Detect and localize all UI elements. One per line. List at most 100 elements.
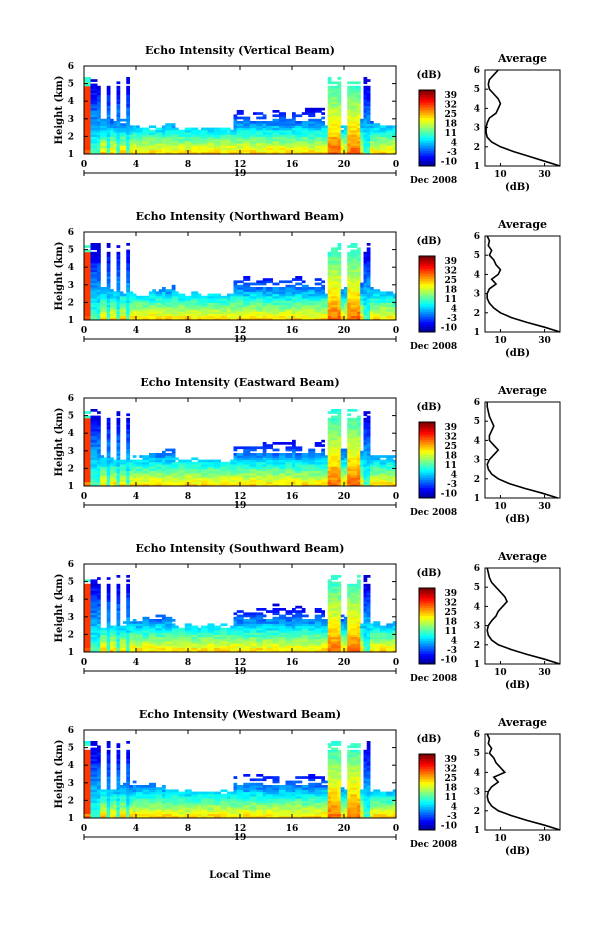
heatmap-cell: [331, 94, 335, 98]
heatmap-cell: [201, 140, 205, 144]
heatmap-cell: [97, 311, 101, 314]
heatmap-cell: [334, 114, 338, 118]
heatmap-cell: [327, 129, 332, 133]
heatmap-cell: [113, 466, 117, 469]
heatmap-cell: [331, 110, 335, 113]
heatmap-cell: [220, 134, 225, 137]
heatmap-cell: [331, 455, 335, 458]
heatmap-cell: [243, 313, 247, 317]
heatmap-cell: [246, 118, 251, 122]
heatmap-cell: [292, 450, 296, 454]
heatmap-cell: [259, 464, 264, 467]
heatmap-cell: [275, 464, 280, 467]
heatmap-cell: [308, 136, 312, 140]
heatmap-cell: [311, 291, 316, 295]
heatmap-cell: [327, 422, 332, 425]
heatmap-cell: [253, 282, 257, 286]
heatmap-cell: [331, 280, 335, 284]
heatmap-cell: [272, 483, 277, 487]
heatmap-cell: [142, 300, 147, 303]
heatmap-cell: [227, 466, 231, 469]
heatmap-cell: [321, 136, 325, 140]
heatmap-cell: [207, 140, 212, 144]
heatmap-cell: [292, 140, 296, 144]
heatmap-cell: [84, 411, 88, 414]
heatmap-cell: [204, 298, 208, 301]
heatmap-cell: [233, 311, 238, 314]
heatmap-cell: [347, 96, 351, 100]
heatmap-cell: [126, 123, 130, 126]
heatmap-cell: [331, 149, 335, 153]
heatmap-cell: [126, 477, 130, 480]
heatmap-cell: [327, 267, 332, 270]
heatmap-cell: [84, 420, 88, 423]
heatmap-cell: [106, 267, 111, 270]
heatmap-cell: [93, 455, 98, 458]
heatmap-cell: [152, 483, 156, 487]
heatmap-cell: [142, 457, 147, 461]
heatmap-cell: [324, 466, 329, 469]
heatmap-cell: [201, 127, 205, 131]
heatmap-cell: [311, 295, 316, 299]
heatmap-cell: [223, 315, 228, 319]
heatmap-cell: [334, 134, 338, 137]
heatmap-cell: [155, 466, 160, 469]
heatmap-cell: [87, 90, 91, 93]
heatmap-cell: [311, 300, 316, 303]
heatmap-cell: [236, 136, 241, 140]
heatmap-cell: [292, 143, 296, 146]
heatmap-cell: [366, 287, 371, 290]
heatmap-cell: [223, 132, 228, 135]
heatmap-cell: [97, 477, 101, 480]
heatmap-cell: [246, 145, 251, 148]
heatmap-cell: [103, 121, 108, 124]
colorbar-cell: [419, 314, 435, 318]
heatmap-cell: [178, 304, 182, 308]
heatmap-cell: [370, 302, 374, 306]
heatmap-cell: [184, 134, 189, 137]
heatmap-cell: [279, 118, 283, 122]
heatmap-cell: [266, 455, 270, 458]
heatmap-cell: [324, 295, 329, 299]
heatmap-cell: [119, 147, 124, 151]
heatmap-cell: [275, 282, 280, 286]
heatmap-cell: [93, 481, 98, 485]
heatmap-cell: [353, 256, 358, 259]
heatmap-cell: [386, 134, 390, 137]
heatmap-cell: [162, 291, 166, 295]
heatmap-cell: [379, 311, 384, 314]
heatmap-cell: [259, 295, 264, 299]
heatmap-cell: [97, 251, 101, 255]
heatmap-cell: [129, 475, 134, 478]
heatmap-cell: [113, 300, 117, 303]
heatmap-cell: [266, 302, 270, 306]
heatmap-cell: [106, 470, 111, 474]
heatmap-cell: [210, 313, 215, 317]
heatmap-cell: [136, 475, 140, 478]
heatmap-cell: [90, 254, 95, 257]
heatmap-cell: [262, 295, 267, 299]
heatmap-cell: [353, 311, 358, 314]
heatmap-cell: [197, 147, 202, 151]
heatmap-cell: [103, 143, 108, 146]
heatmap-cell: [373, 291, 377, 295]
heatmap-cell: [207, 309, 212, 312]
heatmap-cell: [256, 116, 260, 120]
heatmap-cell: [324, 145, 329, 148]
heatmap-cell: [145, 311, 150, 314]
profile-x-label: (dB): [505, 182, 530, 193]
heatmap-cell: [357, 254, 361, 257]
heatmap-cell: [90, 450, 95, 454]
heatmap-cell: [331, 448, 335, 452]
heatmap-cell: [113, 134, 117, 137]
heatmap-cell: [171, 479, 176, 483]
heatmap-cell: [334, 483, 338, 487]
heatmap-cell: [188, 315, 192, 319]
heatmap-cell: [126, 273, 130, 277]
heatmap-cell: [288, 475, 293, 478]
heatmap-cell: [84, 479, 88, 483]
heatmap-cell: [223, 461, 228, 465]
heatmap-cell: [272, 123, 277, 126]
heatmap-cell: [142, 129, 147, 133]
heatmap-cell: [308, 287, 312, 290]
